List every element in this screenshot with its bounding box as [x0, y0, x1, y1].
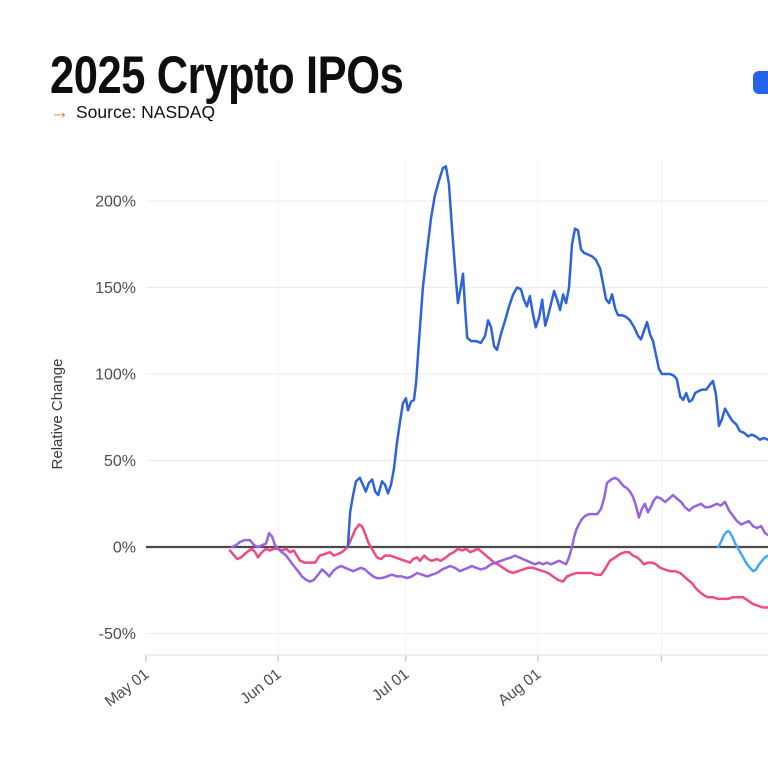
y-tick-label: 100%	[95, 367, 136, 384]
source-line: → Source: NASDAQ	[50, 102, 215, 123]
source-arrow-icon: →	[50, 102, 69, 123]
y-tick-label: 150%	[95, 280, 136, 297]
x-tick-label: Aug 01	[495, 666, 544, 710]
x-tick-label: May 01	[102, 666, 153, 711]
series-cyan-line	[716, 530, 768, 573]
y-tick-label: 0%	[113, 540, 136, 557]
series-blue-line	[346, 165, 768, 549]
series-pink-line	[228, 523, 768, 609]
x-tick-label: Jul 01	[369, 666, 412, 705]
source-text: Source: NASDAQ	[76, 102, 216, 122]
y-tick-label: 200%	[95, 194, 136, 211]
y-tick-label: 50%	[104, 453, 136, 470]
y-axis-title: Relative Change	[49, 359, 66, 470]
x-tick-label: Jun 01	[237, 666, 284, 708]
legend-swatch-partial	[753, 71, 768, 94]
series-purple-line	[230, 476, 768, 583]
y-tick-label: -50%	[99, 626, 136, 643]
page-title: 2025 Crypto IPOs	[50, 46, 404, 105]
